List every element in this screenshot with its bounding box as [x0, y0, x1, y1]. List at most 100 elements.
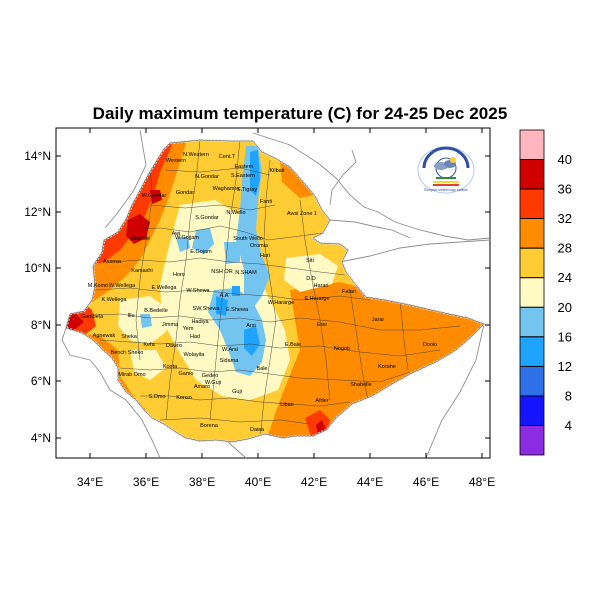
x-tick-label: 36°E: [133, 475, 159, 489]
region-label: Cent.T: [219, 154, 236, 160]
region-label: W.Gojjam: [175, 235, 199, 241]
ethiopian-meteorology-institute-logo: Ethiopian Meteorology Institute: [417, 146, 475, 194]
region-label: Dawro: [166, 343, 182, 349]
colorbar-label: 8: [565, 388, 572, 403]
region-label: E.Bale: [285, 342, 301, 348]
region-label: E.Wellega: [152, 285, 178, 291]
region-label: Jimma: [162, 322, 179, 328]
y-tick-labels: 14°N 12°N 10°N 8°N 6°N 4°N: [24, 149, 51, 445]
y-tick-label: 10°N: [24, 261, 51, 275]
region-label: N.Gondar: [195, 174, 219, 180]
region-label: Hari: [260, 253, 270, 259]
region-label: E.Shewa: [226, 307, 249, 313]
region-label: Dawa: [250, 427, 265, 433]
colorbar-label: 12: [558, 359, 572, 374]
region-label: Jarar: [372, 317, 385, 323]
region-label: Doolo: [423, 342, 437, 348]
region-label: Amaro: [194, 384, 210, 390]
y-tick-label: 8°N: [31, 318, 51, 332]
x-tick-label: 44°E: [357, 475, 383, 489]
region-label: B.Bedelle: [144, 308, 168, 314]
colorbar-swatch: [519, 159, 545, 190]
x-tick-label: 46°E: [413, 475, 439, 489]
colorbar-swatch: [519, 365, 545, 397]
colorbar-label: 4: [565, 418, 572, 433]
region-label: Hadiya: [191, 319, 209, 325]
region-label: Borena: [200, 423, 219, 429]
colorbar-swatch: [519, 395, 545, 426]
region-label: W.Guji: [205, 380, 221, 386]
region-label: S.Eastern: [231, 173, 255, 179]
region-label: S.Omo: [148, 394, 165, 400]
colorbar-label: 20: [558, 300, 572, 315]
colorbar: 40 36 32 28 24 20 16 12 8 4: [519, 129, 572, 456]
region-label: W.Wellega: [109, 283, 136, 289]
colorbar-swatch: [519, 336, 545, 367]
region-label: Nogob: [334, 346, 350, 352]
region-label: N.Wello: [226, 210, 245, 216]
y-tick-label: 12°N: [24, 205, 51, 219]
colorbar-label: 36: [558, 182, 572, 197]
region-label: Agnewak: [93, 333, 116, 339]
x-tick-label: 38°E: [189, 475, 215, 489]
region-label: Bench Sheko: [111, 350, 144, 356]
region-label: Waghamra: [213, 186, 241, 192]
region-label: Awsi Zone 1: [287, 211, 317, 217]
region-label: Kamashi: [131, 268, 152, 274]
x-tick-label: 40°E: [245, 475, 271, 489]
region-label: W.Hararge: [268, 300, 294, 306]
region-label: South Wello: [233, 236, 263, 242]
x-tick-labels: 34°E 36°E 38°E 40°E 42°E 44°E 46°E 48°E: [77, 475, 495, 489]
region-label: Kilbati: [270, 168, 285, 174]
region-label: S.Tigray: [237, 187, 258, 193]
region-label: Arsi: [246, 323, 255, 329]
colorbar-label: 28: [558, 241, 572, 256]
region-label: E.Hararge: [304, 296, 329, 302]
region-label: Shabelle: [350, 382, 371, 388]
region-label: Erer: [317, 322, 328, 328]
colorbar-swatch: [519, 306, 545, 338]
region-label: Horo: [173, 272, 185, 278]
logo-caption: Ethiopian Meteorology Institute: [424, 188, 468, 192]
region-label: Liban: [280, 402, 293, 408]
colorbar-label: 16: [558, 329, 572, 344]
region-label: Harari: [314, 283, 329, 289]
region-label: Western: [166, 158, 186, 164]
colorbar-swatch: [519, 218, 545, 249]
region-label: Metekel: [130, 236, 149, 242]
region-label: D.D: [306, 276, 316, 282]
y-tick-label: 4°N: [31, 431, 51, 445]
region-label: Kefa: [143, 342, 155, 348]
axis-tick-marks: [56, 128, 490, 458]
colorbar-label: 40: [558, 152, 572, 167]
region-label: N.SHAM: [235, 270, 257, 276]
zone-boundaries: [89, 140, 461, 441]
x-tick-label: 42°E: [301, 475, 327, 489]
region-label: Korahe: [378, 364, 396, 370]
region-label: Konso: [176, 395, 192, 401]
region-label: W.Shewa: [186, 288, 210, 294]
colorbar-swatch: [519, 425, 545, 456]
y-tick-label: 14°N: [24, 149, 51, 163]
region-label: W.Gondar: [142, 193, 167, 199]
region-label: Siti: [306, 258, 314, 264]
region-label: Assosa: [103, 259, 122, 265]
colorbar-label: 24: [558, 270, 572, 285]
neighbour-borders: [61, 129, 491, 459]
region-label: Yem: [183, 326, 194, 332]
region-label: NSH OR: [211, 269, 232, 275]
region-label: Fanti: [260, 199, 272, 205]
region-label: Gambela: [81, 314, 104, 320]
colorbar-swatch: [519, 129, 545, 160]
colorbar-swatch: [519, 247, 545, 279]
x-tick-label: 34°E: [77, 475, 103, 489]
region-label: Oromia: [250, 243, 269, 249]
region-label: Konta: [163, 364, 178, 370]
region-label: Illu: [127, 313, 134, 319]
region-label: Mirab Omo: [118, 372, 145, 378]
region-label: Sidama: [220, 358, 240, 364]
colorbar-swatch: [519, 277, 545, 308]
region-label: Sheka: [121, 334, 138, 340]
region-label: E.Gojam: [190, 249, 212, 255]
